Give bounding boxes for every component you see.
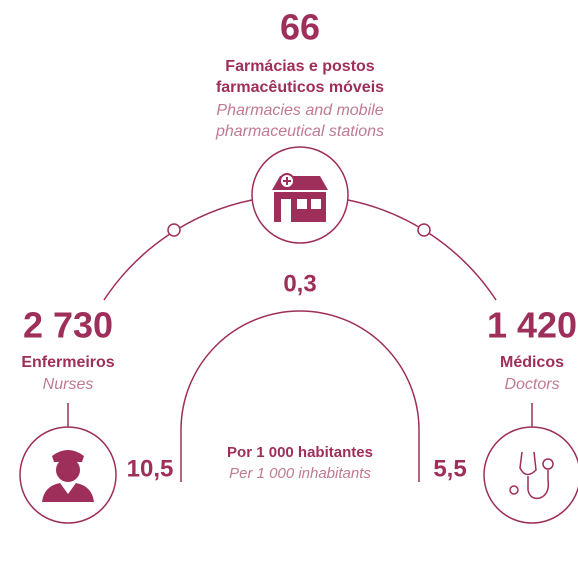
arc-dot <box>417 223 431 237</box>
doctor-rate: 5,5 <box>433 455 466 482</box>
inner-arch <box>180 310 420 482</box>
nurse-icon <box>42 450 94 502</box>
pharmacy-label-pt: Farmácias e postos <box>225 58 375 75</box>
pharmacy-label-en: Pharmacies and mobile <box>216 102 383 119</box>
center-label-en: Per 1 000 inhabitants <box>229 465 371 482</box>
center-label-pt: Por 1 000 habitantes <box>227 444 373 461</box>
doctor-icon <box>509 451 554 500</box>
arc-right <box>347 199 497 301</box>
doctor-label-pt: Médicos <box>500 354 564 371</box>
pharmacy-label-pt: farmacêuticos móveis <box>216 79 384 96</box>
pharmacy-label-en: pharmaceutical stations <box>215 123 384 140</box>
nurse-rate: 10,5 <box>127 455 174 482</box>
pharmacy-rate: 0,3 <box>283 270 316 297</box>
nurse-label-pt: Enfermeiros <box>21 354 114 371</box>
pharmacy-count: 66 <box>280 7 320 48</box>
doctor-label-en: Doctors <box>504 376 559 393</box>
nurse-count: 2 730 <box>23 305 113 346</box>
arc-left <box>103 199 253 301</box>
pharmacy-icon <box>272 173 328 222</box>
nurse-label-en: Nurses <box>43 376 94 393</box>
doctor-count: 1 420 <box>487 305 577 346</box>
arc-dot <box>167 223 181 237</box>
doctor-circle <box>483 426 578 524</box>
